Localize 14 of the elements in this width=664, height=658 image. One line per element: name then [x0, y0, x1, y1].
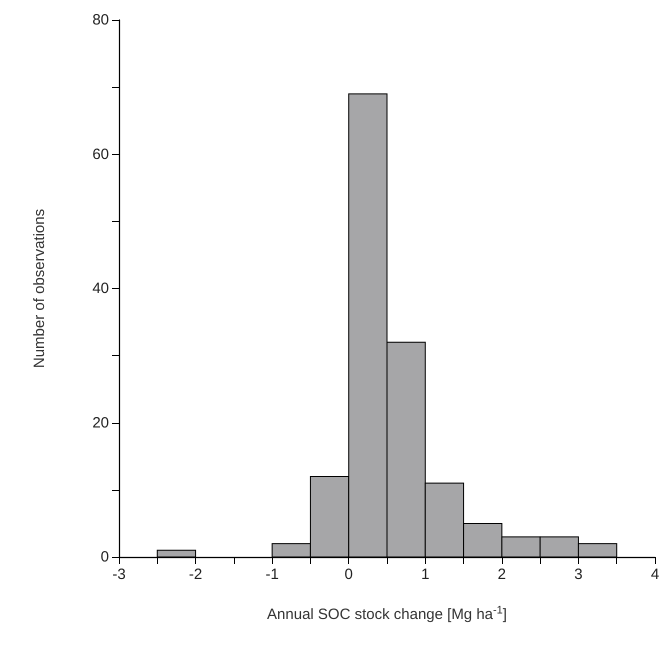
y-axis-title: Number of observations — [31, 208, 48, 368]
x-tick-label: 3 — [574, 566, 583, 583]
x-tick-label: -2 — [188, 566, 202, 583]
y-tick-label: 20 — [92, 414, 109, 432]
x-tick-label: 2 — [498, 566, 506, 583]
y-tick-label: 40 — [92, 280, 109, 297]
x-tick-label: -3 — [112, 566, 126, 583]
x-tick-label: 0 — [344, 566, 353, 583]
x-tick-label: 1 — [421, 566, 430, 583]
x-tick-label: -1 — [265, 566, 279, 583]
y-tick-label: 0 — [100, 548, 109, 566]
y-tick-label: 80 — [92, 12, 109, 28]
x-tick-label: 4 — [650, 566, 660, 583]
y-tick-label: 60 — [92, 146, 109, 163]
